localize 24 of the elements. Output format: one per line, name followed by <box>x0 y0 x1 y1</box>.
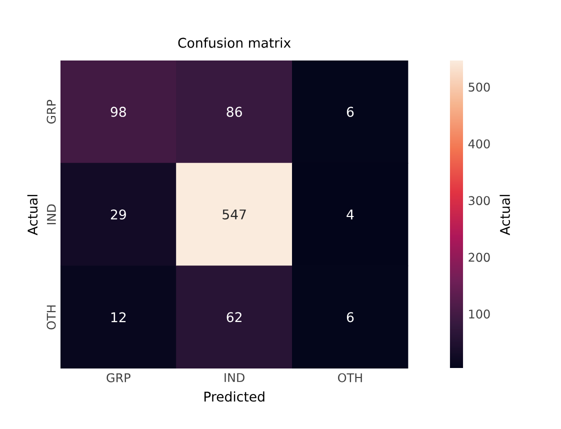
data-label: 6 <box>346 106 354 117</box>
color-bar-label: 400 <box>468 139 490 148</box>
color-bar-label: 300 <box>468 196 490 206</box>
data-label: 29 <box>110 209 126 220</box>
data-label: 62 <box>226 312 242 322</box>
color-bar-label: 500 <box>468 82 490 92</box>
data-label: 547 <box>222 210 246 220</box>
y-tick-label: IND <box>47 204 56 224</box>
color-bar-label: 200 <box>468 252 490 262</box>
x-tick-label: IND <box>224 373 244 382</box>
data-label: 4 <box>346 210 354 220</box>
data-label: 12 <box>111 312 126 322</box>
data-label: 98 <box>110 106 126 117</box>
x-tick-label: OTH <box>338 373 362 382</box>
data-label: 6 <box>346 312 354 322</box>
color-bar-title: Actual <box>500 194 510 236</box>
x-axis-title: Predicted <box>204 391 264 402</box>
chart-title: Confusion matrix <box>178 38 291 48</box>
data-label: 86 <box>226 106 242 117</box>
y-axis-title: Actual <box>27 194 38 236</box>
y-tick-label: GRP <box>46 100 56 124</box>
y-tick-label: OTH <box>46 306 56 330</box>
color-bar-label: 100 <box>469 310 490 319</box>
x-tick-label: GRP <box>106 373 130 382</box>
